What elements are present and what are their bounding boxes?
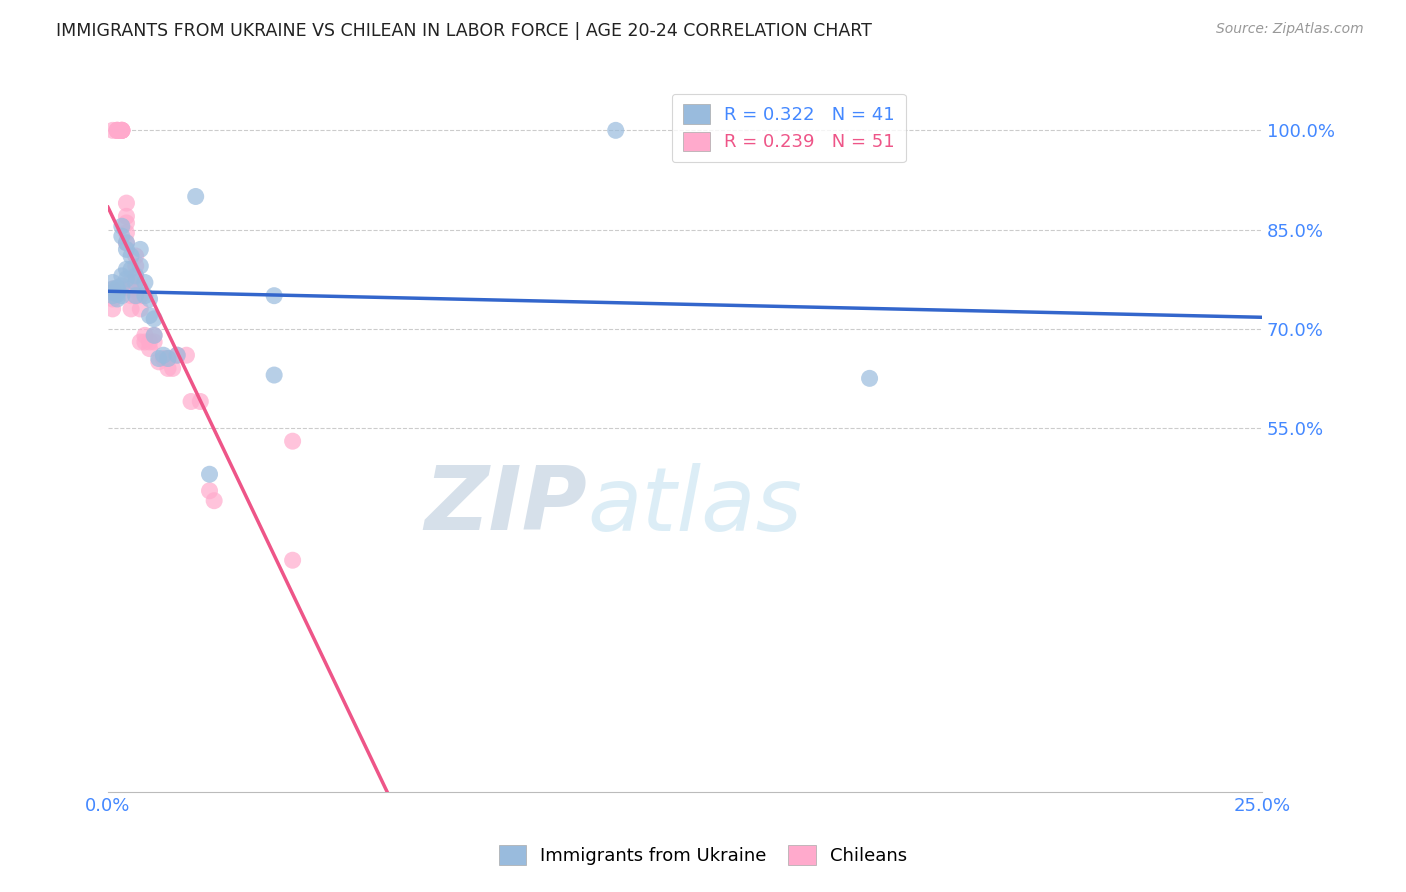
Point: [129, 259, 152, 273]
Point: [111, 288, 134, 302]
Point: [101, 292, 124, 306]
Point: [111, 268, 134, 283]
Point: [120, 262, 142, 277]
Point: [263, 368, 285, 382]
Point: [129, 334, 152, 349]
Point: [166, 348, 188, 362]
Point: [263, 288, 285, 302]
Point: [138, 342, 160, 356]
Point: [138, 309, 160, 323]
Point: [148, 355, 170, 369]
Point: [105, 292, 128, 306]
Point: [129, 243, 152, 257]
Point: [120, 249, 142, 263]
Point: [115, 272, 138, 286]
Point: [101, 285, 124, 300]
Point: [125, 249, 148, 263]
Point: [198, 467, 221, 482]
Text: Source: ZipAtlas.com: Source: ZipAtlas.com: [1216, 22, 1364, 37]
Point: [125, 288, 148, 302]
Point: [105, 123, 128, 137]
Point: [115, 216, 138, 230]
Point: [858, 371, 880, 385]
Point: [129, 288, 152, 302]
Point: [115, 226, 138, 240]
Point: [111, 219, 134, 234]
Point: [162, 361, 184, 376]
Point: [134, 288, 156, 302]
Text: IMMIGRANTS FROM UKRAINE VS CHILEAN IN LABOR FORCE | AGE 20-24 CORRELATION CHART: IMMIGRANTS FROM UKRAINE VS CHILEAN IN LA…: [56, 22, 872, 40]
Point: [152, 348, 174, 362]
Point: [115, 243, 138, 257]
Point: [101, 282, 124, 296]
Point: [115, 196, 138, 211]
Point: [125, 259, 148, 273]
Point: [115, 235, 138, 250]
Point: [156, 351, 179, 366]
Point: [281, 434, 304, 449]
Point: [180, 394, 202, 409]
Point: [143, 328, 166, 343]
Point: [105, 123, 128, 137]
Point: [120, 276, 142, 290]
Point: [143, 334, 166, 349]
Point: [120, 282, 142, 296]
Point: [105, 281, 128, 295]
Point: [143, 311, 166, 326]
Point: [120, 301, 142, 316]
Point: [101, 276, 124, 290]
Point: [605, 123, 627, 137]
Point: [198, 483, 221, 498]
Point: [125, 288, 148, 302]
Text: atlas: atlas: [586, 463, 801, 549]
Point: [115, 262, 138, 277]
Text: ZIP: ZIP: [425, 462, 586, 549]
Legend: Immigrants from Ukraine, Chileans: Immigrants from Ukraine, Chileans: [489, 836, 917, 874]
Point: [111, 123, 134, 137]
Point: [101, 123, 124, 137]
Point: [111, 123, 134, 137]
Y-axis label: In Labor Force | Age 20-24: In Labor Force | Age 20-24: [0, 328, 8, 541]
Point: [134, 328, 156, 343]
Point: [115, 210, 138, 224]
Point: [125, 268, 148, 283]
Point: [111, 123, 134, 137]
Point: [129, 301, 152, 316]
Point: [125, 268, 148, 283]
Point: [148, 351, 170, 366]
Point: [134, 334, 156, 349]
Point: [105, 285, 128, 300]
Point: [134, 276, 156, 290]
Point: [166, 348, 188, 362]
Point: [156, 361, 179, 376]
Point: [120, 288, 142, 302]
Point: [105, 282, 128, 296]
Point: [101, 288, 124, 302]
Point: [125, 276, 148, 290]
Point: [105, 123, 128, 137]
Point: [101, 282, 124, 296]
Point: [152, 351, 174, 366]
Point: [101, 285, 124, 300]
Point: [101, 301, 124, 316]
Point: [111, 123, 134, 137]
Point: [111, 123, 134, 137]
Legend: R = 0.322   N = 41, R = 0.239   N = 51: R = 0.322 N = 41, R = 0.239 N = 51: [672, 94, 905, 162]
Point: [115, 235, 138, 250]
Point: [129, 282, 152, 296]
Point: [176, 348, 198, 362]
Point: [281, 553, 304, 567]
Point: [111, 282, 134, 296]
Point: [111, 278, 134, 293]
Point: [202, 493, 225, 508]
Point: [156, 351, 179, 366]
Point: [138, 292, 160, 306]
Point: [143, 328, 166, 343]
Point: [188, 394, 211, 409]
Point: [138, 334, 160, 349]
Point: [111, 229, 134, 244]
Point: [105, 287, 128, 301]
Point: [184, 189, 207, 203]
Point: [105, 123, 128, 137]
